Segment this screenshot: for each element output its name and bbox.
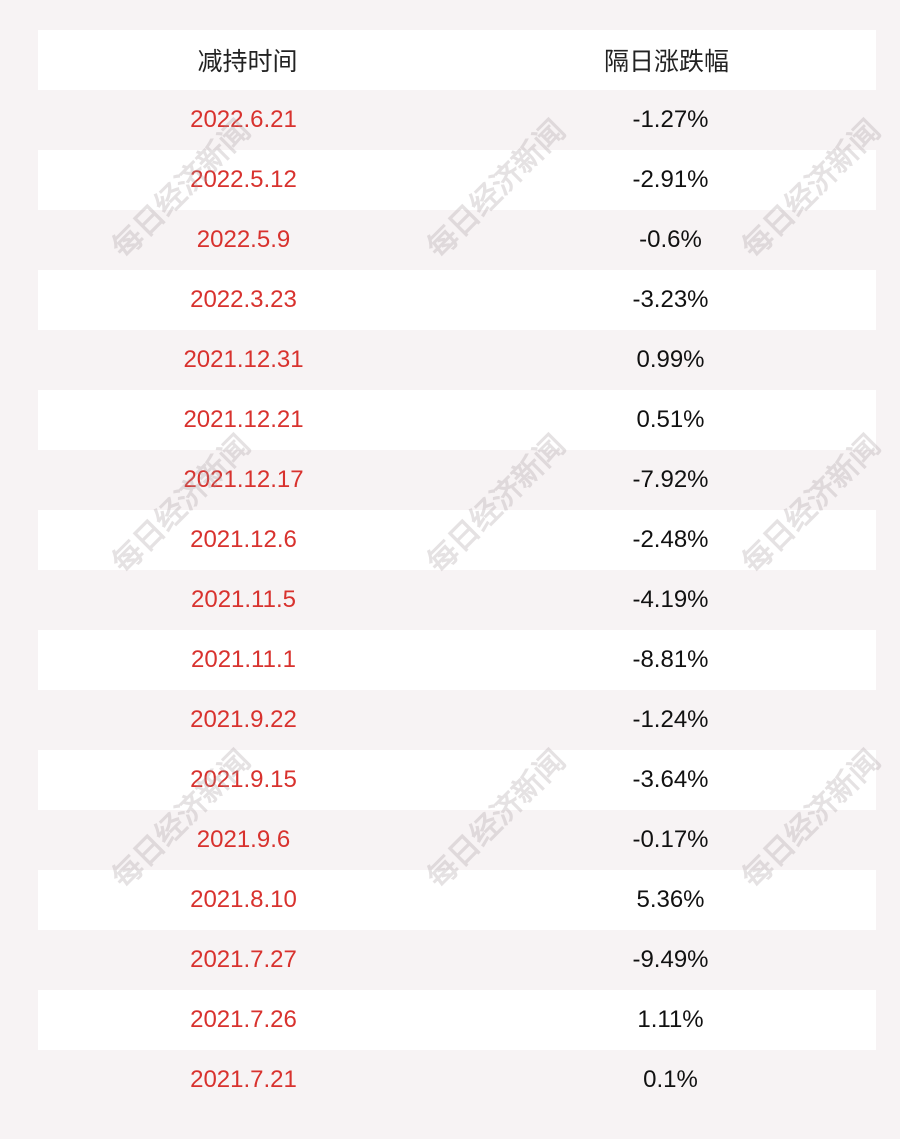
- table-row: 2022.5.9 -0.6%: [38, 210, 876, 270]
- next-day-change-cell: -3.64%: [632, 766, 709, 793]
- stake-reduction-table: 减持时间 隔日涨跌幅 2022.6.21 -1.27% 2022.5.12 -2…: [38, 30, 876, 1110]
- table-row: 2021.12.21 0.51%: [38, 390, 876, 450]
- table-row: 2021.7.21 0.1%: [38, 1050, 876, 1110]
- next-day-change-cell: 1.11%: [637, 1006, 704, 1033]
- table-row: 2021.11.5 -4.19%: [38, 570, 876, 630]
- header-reduction-date: 减持时间: [197, 48, 298, 76]
- table-row: 2021.9.22 -1.24%: [38, 690, 876, 750]
- table-row: 2021.12.6 -2.48%: [38, 510, 876, 570]
- next-day-change-cell: -8.81%: [632, 646, 709, 673]
- reduction-date-cell: 2021.7.21: [190, 1066, 297, 1093]
- reduction-date-cell: 2022.5.9: [196, 226, 291, 253]
- next-day-change-cell: 0.51%: [636, 406, 705, 433]
- reduction-date-cell: 2021.9.6: [196, 826, 291, 853]
- reduction-date-cell: 2022.6.21: [190, 106, 297, 133]
- table-row: 2022.3.23 -3.23%: [38, 270, 876, 330]
- next-day-change-cell: -9.49%: [632, 946, 709, 973]
- table-row: 2021.7.27 -9.49%: [38, 930, 876, 990]
- next-day-change-cell: -2.91%: [632, 166, 709, 193]
- table-row: 2021.12.17 -7.92%: [38, 450, 876, 510]
- next-day-change-cell: -4.19%: [632, 586, 709, 613]
- reduction-date-cell: 2021.9.22: [190, 706, 297, 733]
- reduction-date-cell: 2022.5.12: [190, 166, 297, 193]
- next-day-change-cell: -0.17%: [632, 826, 709, 853]
- table-header-row: 减持时间 隔日涨跌幅: [38, 30, 876, 90]
- next-day-change-cell: -1.24%: [632, 706, 709, 733]
- reduction-date-cell: 2021.11.5: [191, 586, 296, 613]
- table-row: 2022.6.21 -1.27%: [38, 90, 876, 150]
- next-day-change-cell: 5.36%: [636, 886, 705, 913]
- reduction-date-cell: 2021.9.15: [190, 766, 297, 793]
- reduction-date-cell: 2021.12.17: [183, 466, 304, 493]
- reduction-date-cell: 2021.11.1: [191, 646, 296, 673]
- table-row: 2021.9.15 -3.64%: [38, 750, 876, 810]
- table-row: 2021.8.10 5.36%: [38, 870, 876, 930]
- reduction-date-cell: 2022.3.23: [190, 286, 297, 313]
- next-day-change-cell: -0.6%: [639, 226, 702, 253]
- table-row: 2021.11.1 -8.81%: [38, 630, 876, 690]
- next-day-change-cell: -7.92%: [632, 466, 709, 493]
- reduction-date-cell: 2021.12.6: [190, 526, 297, 553]
- next-day-change-cell: -2.48%: [632, 526, 709, 553]
- reduction-date-cell: 2021.7.26: [190, 1006, 297, 1033]
- reduction-date-cell: 2021.12.31: [183, 346, 304, 373]
- reduction-date-cell: 2021.8.10: [190, 886, 297, 913]
- next-day-change-cell: 0.99%: [636, 346, 705, 373]
- table-row: 2021.7.26 1.11%: [38, 990, 876, 1050]
- table-row: 2021.12.31 0.99%: [38, 330, 876, 390]
- reduction-date-cell: 2021.7.27: [190, 946, 297, 973]
- header-next-day-change: 隔日涨跌幅: [603, 48, 729, 76]
- table-row: 2021.9.6 -0.17%: [38, 810, 876, 870]
- next-day-change-cell: 0.1%: [643, 1066, 698, 1093]
- table-row: 2022.5.12 -2.91%: [38, 150, 876, 210]
- next-day-change-cell: -3.23%: [632, 286, 709, 313]
- next-day-change-cell: -1.27%: [632, 106, 709, 133]
- reduction-date-cell: 2021.12.21: [183, 406, 304, 433]
